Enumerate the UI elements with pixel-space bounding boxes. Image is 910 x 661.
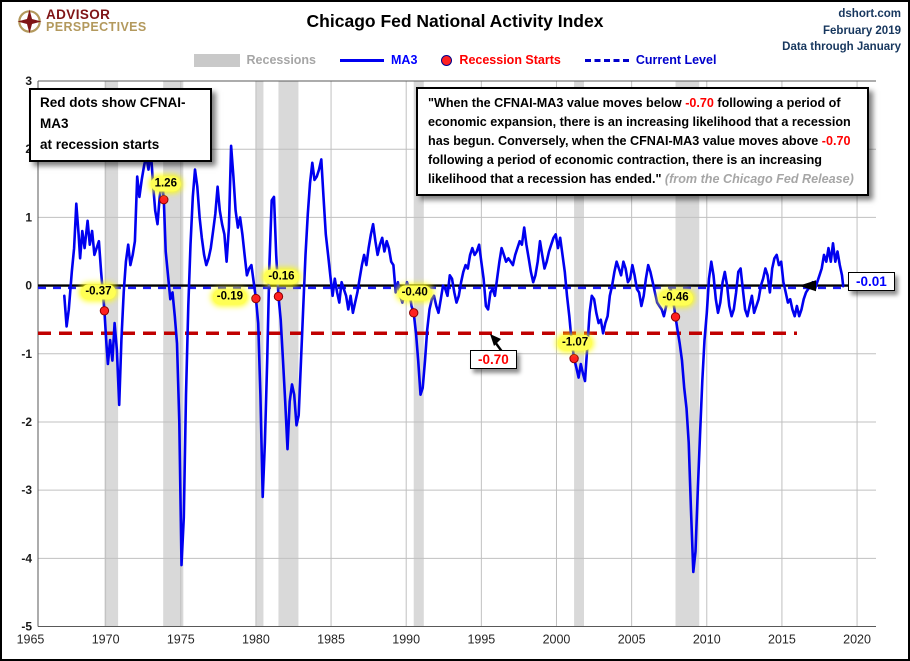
legend-item-recessions: Recessions: [193, 53, 317, 67]
annotation-note: Red dots show CFNAI-MA3 at recession sta…: [29, 88, 212, 162]
recession-swatch-icon: [193, 53, 240, 67]
quote-threshold-value-1: -0.70: [685, 96, 714, 110]
legend-item-ma3: MA3: [340, 53, 417, 67]
x-tick-label: 1970: [92, 633, 120, 647]
x-tick-label: 2005: [618, 633, 646, 647]
logo-line1: ADVISOR: [46, 7, 111, 22]
legend-item-current-level: Current Level: [584, 53, 717, 67]
x-tick-label: 1995: [467, 633, 495, 647]
source-date: February 2019: [823, 24, 901, 37]
current-level-arrow-head: [799, 280, 816, 292]
quote-attribution: (from the Chicago Fed Release): [664, 171, 854, 186]
y-tick-label: -3: [21, 483, 32, 497]
x-tick-label: 1965: [17, 633, 45, 647]
note-line1: Red dots show CFNAI-MA3: [40, 95, 186, 131]
recession-start-dot: [159, 194, 169, 205]
y-tick-label: -1: [21, 347, 32, 361]
recession-start-dot: [251, 293, 261, 304]
y-tick-label: -5: [21, 620, 32, 634]
page-title: Chicago Fed National Activity Index: [306, 11, 604, 31]
quote-part3: following a period of economic contracti…: [428, 152, 822, 186]
source-note: Data through January: [782, 41, 901, 54]
quote-part2: following a period of economic expansion…: [428, 96, 851, 148]
logo-line2: PERSPECTIVES: [46, 20, 147, 34]
recession-start-dot: [569, 353, 579, 364]
y-tick-label: 3: [25, 74, 32, 88]
y-tick-label: -4: [21, 551, 32, 565]
legend-label-current-level: Current Level: [635, 53, 717, 67]
recession-start-dot: [273, 291, 284, 302]
threshold-arrow-head: [490, 334, 501, 346]
source-site: dshort.com: [838, 8, 901, 20]
annotation-quote: "When the CFNAI-MA3 value moves below -0…: [416, 87, 869, 197]
compass-icon: [17, 9, 42, 34]
y-tick-label: 1: [25, 210, 32, 224]
threshold-callout: -0.70: [470, 350, 517, 369]
y-tick-label: 0: [25, 279, 32, 293]
source-info: dshort.com February 2019 Data through Ja…: [782, 6, 901, 56]
x-tick-label: 1990: [392, 633, 420, 647]
recession-start-dot-icon: [441, 54, 453, 66]
legend-label-ma3: MA3: [391, 53, 418, 67]
recession-start-dot: [409, 308, 419, 318]
recession-start-dot: [670, 312, 681, 322]
x-tick-label: 2020: [843, 633, 871, 647]
x-tick-label: 2015: [768, 633, 796, 647]
x-tick-label: 1980: [242, 633, 270, 647]
legend-item-recession-starts: Recession Starts: [441, 53, 561, 67]
ma3-line-swatch-icon: [340, 58, 385, 62]
current-level-callout: -0.01: [848, 272, 895, 291]
x-tick-label: 2010: [693, 633, 721, 647]
recession-start-dot: [99, 306, 110, 316]
quote-threshold-value-2: -0.70: [821, 133, 851, 148]
ma3-line: [63, 144, 845, 574]
x-tick-label: 2000: [543, 633, 571, 647]
x-tick-label: 1985: [317, 633, 345, 647]
note-line2: at recession starts: [40, 136, 160, 152]
quote-part1: "When the CFNAI-MA3 value moves below: [428, 96, 686, 110]
y-tick-label: -2: [21, 415, 32, 429]
y-tick-label: 2: [25, 142, 32, 156]
current-level-dash-icon: [584, 58, 629, 62]
x-tick-label: 1975: [167, 633, 195, 647]
chart-legend: Recessions MA3 Recession Starts Current …: [0, 53, 910, 67]
legend-label-recessions: Recessions: [246, 53, 317, 67]
advisor-perspectives-logo: ADVISOR PERSPECTIVES: [16, 8, 147, 35]
legend-label-recession-starts: Recession Starts: [459, 53, 561, 67]
